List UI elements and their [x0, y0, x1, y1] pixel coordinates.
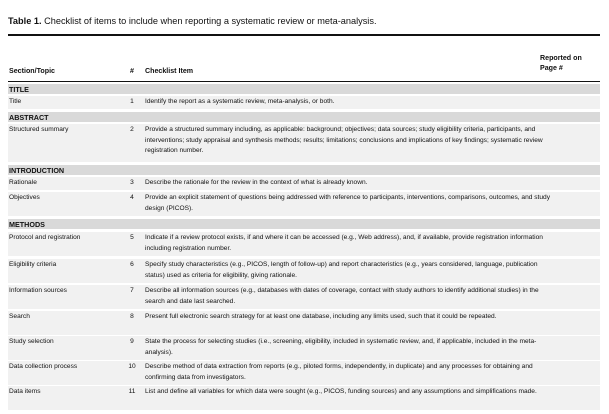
- row-item: List and define all variables for which …: [145, 388, 537, 395]
- section-abstract: ABSTRACT: [8, 112, 600, 122]
- row-topic: Information sources: [9, 287, 67, 294]
- row-topic: Title: [9, 98, 22, 105]
- table-row: Protocol and registration 5 Indicate if …: [8, 232, 600, 256]
- table-row: Objectives 4 Provide an explicit stateme…: [8, 192, 600, 216]
- table-label: Table 1.: [8, 16, 42, 26]
- table-row: Eligibility criteria 6 Specify study cha…: [8, 259, 600, 283]
- row-topic: Data collection process: [9, 363, 78, 370]
- row-number: 6: [130, 261, 134, 268]
- table-row: Information sources 7 Describe all infor…: [8, 285, 600, 309]
- header-number: #: [130, 67, 134, 75]
- row-number: 8: [130, 313, 134, 320]
- header-reported-line1: Reported on: [540, 54, 582, 62]
- table-caption: Table 1. Checklist of items to include w…: [8, 16, 377, 26]
- row-item: Indicate if a review protocol exists, if…: [145, 234, 543, 252]
- row-item: Provide a structured summary including, …: [145, 126, 543, 154]
- header-bottom-rule: [8, 81, 600, 82]
- table-row: Title 1 Identify the report as a systema…: [8, 96, 600, 109]
- row-item: Describe method of data extraction from …: [145, 363, 533, 381]
- row-number: 5: [130, 234, 134, 241]
- header-section-topic: Section/Topic: [9, 67, 55, 75]
- section-methods: METHODS: [8, 219, 600, 229]
- row-number: 2: [130, 126, 134, 133]
- row-number: 3: [130, 179, 134, 186]
- table-row: Study selection 9 State the process for …: [8, 336, 600, 360]
- row-topic: Eligibility criteria: [9, 261, 57, 268]
- row-number: 4: [130, 194, 134, 201]
- row-number: 11: [128, 388, 136, 395]
- row-item: State the process for selecting studies …: [145, 338, 537, 356]
- section-title: TITLE: [8, 84, 600, 94]
- row-topic: Objectives: [9, 194, 40, 201]
- header-checklist-item: Checklist Item: [145, 67, 194, 75]
- row-topic: Structured summary: [9, 126, 69, 133]
- row-number: 10: [128, 363, 136, 370]
- table-row: Data items 11 List and define all variab…: [8, 386, 600, 410]
- row-topic: Study selection: [9, 338, 54, 345]
- row-topic: Search: [9, 313, 30, 320]
- table-row: Data collection process 10 Describe meth…: [8, 361, 600, 385]
- row-item: Identify the report as a systematic revi…: [145, 98, 335, 105]
- table-caption-text: Checklist of items to include when repor…: [41, 16, 377, 26]
- header-reported-line2: Page #: [540, 64, 563, 72]
- table-top-rule: [8, 34, 600, 36]
- row-topic: Protocol and registration: [9, 234, 81, 241]
- table-row: Search 8 Present full electronic search …: [8, 311, 600, 335]
- row-number: 9: [130, 338, 134, 345]
- row-item: Provide an explicit statement of questio…: [145, 194, 551, 212]
- row-item: Describe the rationale for the review in…: [145, 179, 368, 186]
- row-number: 7: [130, 287, 134, 294]
- table-row: Structured summary 2 Provide a structure…: [8, 124, 600, 162]
- row-topic: Rationale: [9, 179, 37, 186]
- section-introduction: INTRODUCTION: [8, 165, 600, 175]
- row-item: Present full electronic search strategy …: [145, 313, 497, 320]
- row-number: 1: [130, 98, 134, 105]
- table-row: Rationale 3 Describe the rationale for t…: [8, 177, 600, 190]
- row-item: Describe all information sources (e.g., …: [145, 287, 539, 305]
- row-topic: Data items: [9, 388, 41, 395]
- row-item: Specify study characteristics (e.g., PIC…: [145, 261, 538, 279]
